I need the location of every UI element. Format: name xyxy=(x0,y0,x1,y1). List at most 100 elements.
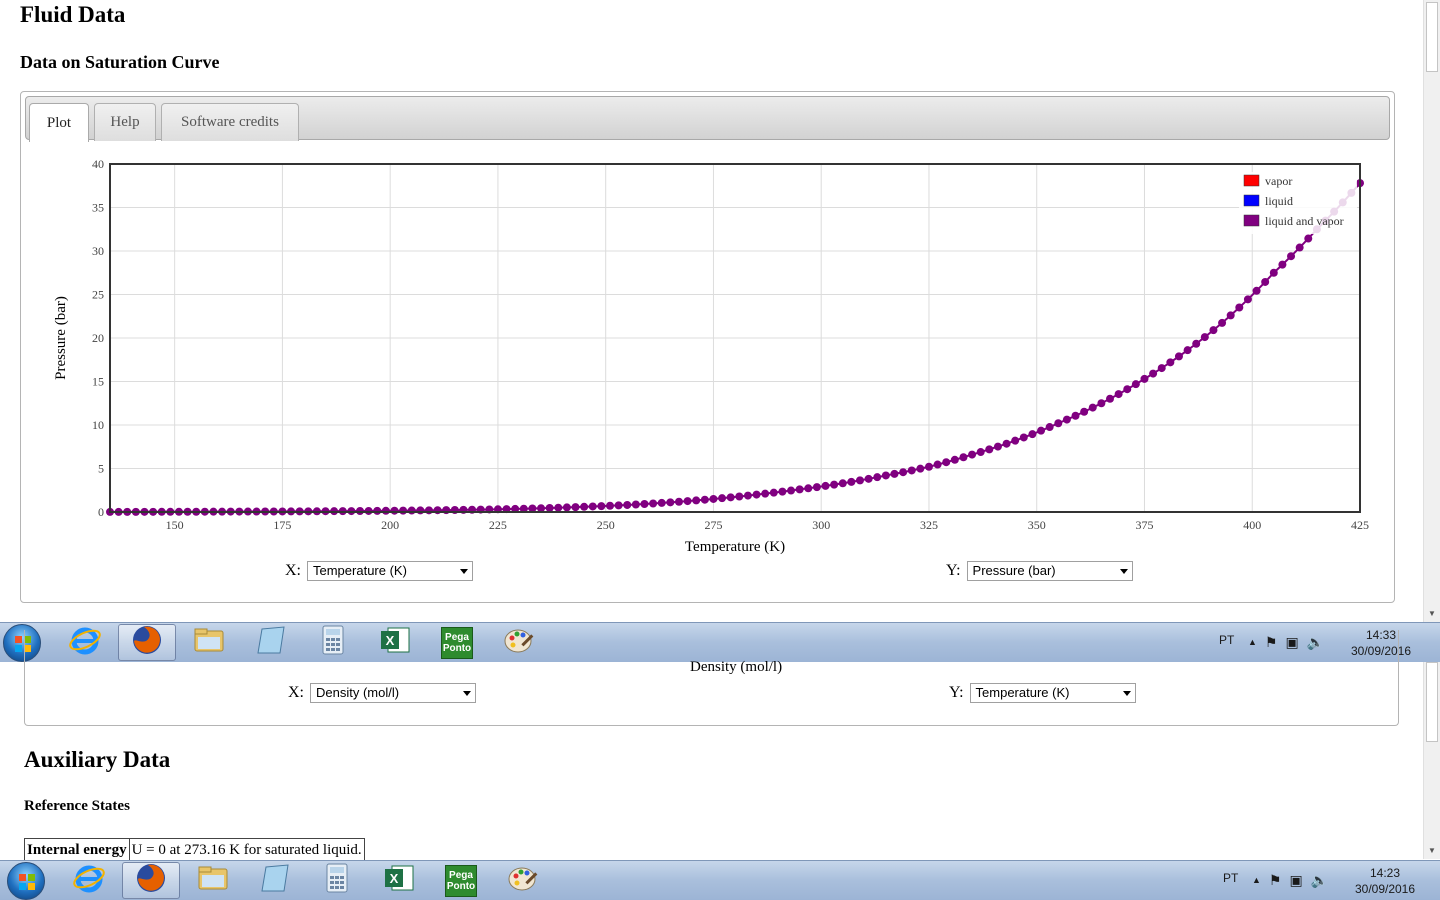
taskbar-button-firefox[interactable] xyxy=(122,862,180,899)
lower-x-axis-control: X: Density (mol/l) xyxy=(288,683,476,703)
action-center-flag-icon[interactable]: ⚑ xyxy=(1264,634,1278,650)
language-indicator[interactable]: PT xyxy=(1219,633,1235,647)
taskbar-button-firefox[interactable] xyxy=(118,624,176,661)
vertical-scrollbar[interactable]: ▼ xyxy=(1423,0,1440,622)
tab-plot[interactable]: Plot xyxy=(29,103,89,142)
paint-icon xyxy=(506,861,540,900)
data-point xyxy=(976,448,985,457)
language-indicator[interactable]: PT xyxy=(1223,871,1239,885)
y-tick-label: 30 xyxy=(92,244,104,258)
lower-x-axis-select[interactable]: Density (mol/l) xyxy=(310,683,476,703)
data-point xyxy=(1200,333,1209,342)
data-point xyxy=(1287,252,1296,261)
data-point xyxy=(856,476,864,485)
data-point xyxy=(1166,358,1175,367)
y-axis-select[interactable]: Pressure (bar) xyxy=(966,561,1133,581)
volume-icon[interactable]: 🔈 xyxy=(1310,872,1329,888)
data-point xyxy=(519,504,528,513)
data-point xyxy=(1140,374,1149,383)
chart-series xyxy=(106,179,1364,516)
data-point xyxy=(614,501,623,510)
x-tick-label: 425 xyxy=(1351,518,1369,532)
page-title: Fluid Data xyxy=(20,2,126,27)
tab-software-credits[interactable]: Software credits xyxy=(161,103,299,141)
show-hidden-icons-icon[interactable]: ▲ xyxy=(1252,875,1261,885)
taskbar-button-paint[interactable] xyxy=(494,862,552,899)
x-tick-label: 175 xyxy=(273,518,291,532)
lower-y-axis-select[interactable]: Temperature (K) xyxy=(969,683,1136,703)
start-button[interactable] xyxy=(3,624,41,662)
data-point xyxy=(1045,423,1054,432)
volume-icon[interactable]: 🔈 xyxy=(1306,634,1325,650)
network-icon[interactable]: ▣ xyxy=(1285,634,1299,650)
taskbar-button-calculator[interactable] xyxy=(304,624,362,661)
lower-x-axis-select-value: Density (mol/l) xyxy=(316,685,400,700)
data-point xyxy=(743,491,752,500)
x-axis-control: X: Temperature (K) xyxy=(285,561,473,581)
data-point xyxy=(899,468,908,477)
chart-legend: vapor liquid liquid and vapor xyxy=(1239,172,1357,234)
data-point xyxy=(562,503,571,512)
taskbar-top: X Pega Ponto PT ▲ ⚑ ▣ 🔈 14:33 30/09/2016 xyxy=(0,622,1440,662)
data-point xyxy=(1278,260,1287,269)
data-point xyxy=(735,492,744,501)
data-point xyxy=(718,494,727,503)
data-point xyxy=(924,462,933,471)
taskbar-bottom: X Pega Ponto PT ▲ ⚑ ▣ 🔈 14:23 30/09/2016 xyxy=(0,860,1440,900)
clock-time: 14:33 xyxy=(1365,628,1397,642)
tab-help[interactable]: Help xyxy=(94,103,156,141)
scroll-down-arrow-icon[interactable]: ▼ xyxy=(1428,846,1436,855)
data-point xyxy=(373,506,382,515)
taskbar-button-notepad[interactable] xyxy=(242,624,300,661)
y-tick-label: 5 xyxy=(98,462,104,476)
taskbar-button-internet-explorer[interactable] xyxy=(60,862,118,899)
lower-plot-panel xyxy=(24,630,1399,726)
y-axis-control: Y: Pressure (bar) xyxy=(946,561,1133,581)
taskbar-button-notepad[interactable] xyxy=(246,862,304,899)
network-icon[interactable]: ▣ xyxy=(1289,872,1303,888)
data-point xyxy=(1226,311,1235,320)
data-point xyxy=(890,469,899,478)
taskbar-button-pega-ponto[interactable]: Pega Ponto xyxy=(432,862,490,899)
data-point xyxy=(1174,352,1183,361)
data-point xyxy=(407,506,416,515)
reference-states-table: Internal energy U = 0 at 273.16 K for sa… xyxy=(24,838,365,861)
data-point xyxy=(761,489,770,498)
clock[interactable]: 14:33 30/09/2016 xyxy=(1346,627,1416,659)
action-center-flag-icon[interactable]: ⚑ xyxy=(1268,872,1282,888)
taskbar-button-calculator[interactable] xyxy=(308,862,366,899)
data-point xyxy=(666,498,675,507)
clock[interactable]: 14:23 30/09/2016 xyxy=(1350,865,1420,897)
data-point xyxy=(700,495,709,504)
file-explorer-icon xyxy=(192,623,226,662)
taskbar-button-paint[interactable] xyxy=(490,624,548,661)
x-axis-select[interactable]: Temperature (K) xyxy=(307,561,473,581)
start-button[interactable] xyxy=(7,862,45,900)
data-point xyxy=(1157,364,1166,373)
taskbar-button-internet-explorer[interactable] xyxy=(56,624,114,661)
vertical-scrollbar-lower[interactable]: ▼ xyxy=(1423,662,1440,859)
data-point xyxy=(968,450,977,459)
x-tick-label: 150 xyxy=(166,518,184,532)
calculator-icon xyxy=(320,861,354,900)
scroll-thumb[interactable] xyxy=(1426,2,1438,72)
y-tick-label: 25 xyxy=(92,288,104,302)
scroll-thumb[interactable] xyxy=(1426,662,1438,742)
taskbar-button-excel[interactable]: X xyxy=(370,862,428,899)
show-hidden-icons-icon[interactable]: ▲ xyxy=(1248,637,1257,647)
system-tray: PT ▲ ⚑ ▣ 🔈 14:33 30/09/2016 xyxy=(1210,623,1440,663)
chevron-down-icon xyxy=(460,569,468,574)
scroll-down-arrow-icon[interactable]: ▼ xyxy=(1428,609,1436,618)
y-tick-label: 15 xyxy=(92,375,104,389)
x-tick-label: 400 xyxy=(1243,518,1261,532)
y-tick-label: 35 xyxy=(92,201,104,215)
data-point xyxy=(528,504,537,513)
taskbar-button-pega-ponto[interactable]: Pega Ponto xyxy=(428,624,486,661)
data-point xyxy=(830,480,839,489)
tab-bar: Plot Help Software credits xyxy=(25,96,1390,142)
taskbar-button-file-explorer[interactable] xyxy=(180,624,238,661)
legend-swatch xyxy=(1243,194,1260,207)
taskbar-button-file-explorer[interactable] xyxy=(184,862,242,899)
taskbar-button-excel[interactable]: X xyxy=(366,624,424,661)
data-point xyxy=(752,490,761,499)
